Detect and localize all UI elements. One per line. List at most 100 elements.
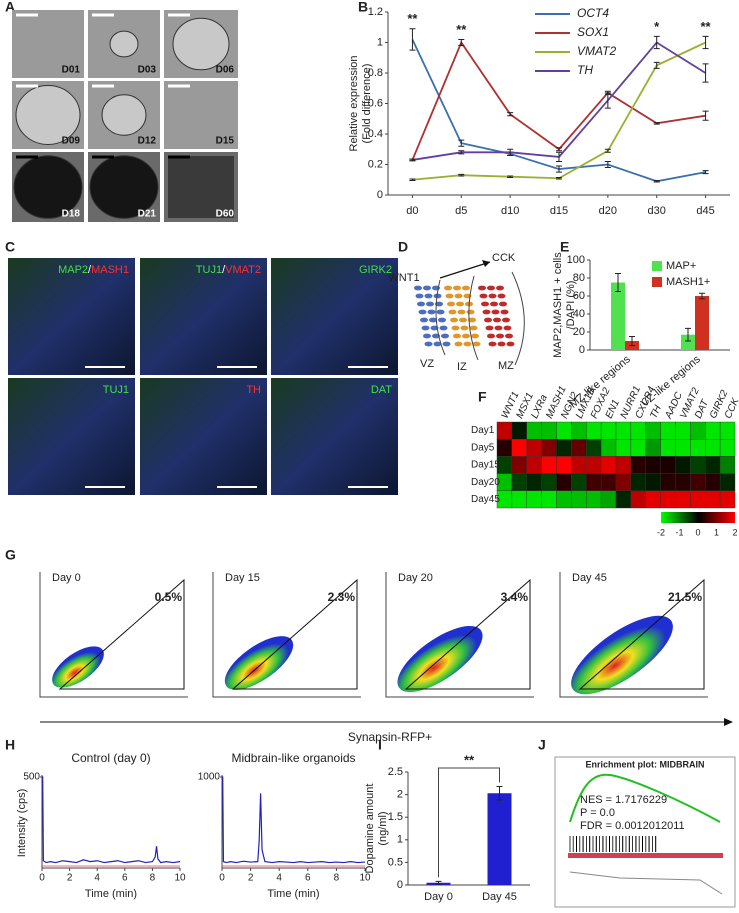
y-tick-label: 500 — [23, 772, 40, 783]
error-bar — [556, 165, 562, 173]
heatmap-cell — [719, 439, 736, 457]
legend-swatch — [652, 277, 662, 287]
error-bar — [556, 176, 562, 180]
heatmap-cell — [690, 456, 706, 474]
heatmap-cell — [526, 421, 542, 440]
x-axis-label: Synapsin-RFP+ — [348, 730, 432, 744]
cell — [484, 317, 492, 323]
cell — [459, 317, 467, 323]
stain-part: MAP2 — [58, 264, 88, 276]
x-tick-label: d45 — [696, 205, 714, 217]
gate-percent: 3.4% — [501, 590, 529, 604]
cell — [493, 317, 501, 323]
error-bar — [653, 122, 660, 125]
gate-percent: 2.3% — [328, 590, 356, 604]
heatmap-cell — [526, 490, 542, 509]
error-bar — [507, 175, 514, 178]
panel-label: D — [398, 239, 408, 255]
fluorescence-image — [8, 258, 135, 375]
row-label: Day20 — [471, 477, 500, 488]
image-label: D06 — [216, 65, 235, 76]
cell — [429, 317, 437, 323]
heatmap-cell — [675, 490, 691, 509]
x-tick-label: 8 — [334, 873, 340, 884]
heatmap-cell — [719, 490, 736, 509]
heatmap-cell — [600, 439, 617, 457]
legend-label: MAP+ — [666, 260, 696, 272]
error-bar — [507, 112, 514, 117]
zone-label: CCK — [492, 252, 516, 264]
statistic: NES = 1.7176229 — [580, 794, 667, 806]
density-cloud — [52, 646, 104, 688]
cell — [445, 293, 454, 299]
panel-label: C — [5, 239, 15, 255]
cell — [485, 325, 494, 331]
legend-swatch — [652, 261, 662, 271]
colorbar-tick-label: 2 — [732, 527, 737, 537]
stain-part: MASH1 — [91, 264, 129, 276]
heatmap-cell — [526, 456, 542, 474]
cell — [487, 285, 495, 291]
error-bar — [699, 292, 705, 300]
heatmap-cell — [690, 473, 706, 492]
heatmap-cell — [690, 421, 706, 440]
heatmap-cell — [600, 421, 617, 440]
error-bar — [702, 110, 709, 121]
y-tick-label: 40 — [573, 308, 585, 320]
chart-title: Midbrain-like organoids — [231, 751, 355, 765]
heatmap-cell — [571, 473, 587, 492]
organoid — [13, 155, 83, 219]
heatmap-cell — [556, 456, 572, 474]
cell — [444, 285, 452, 291]
y-tick-label: 1.5 — [388, 811, 403, 823]
heatmap-cell — [541, 439, 557, 457]
cell — [471, 333, 479, 339]
heatmap-cell — [556, 421, 572, 440]
y-tick-label: 2 — [397, 789, 403, 801]
x-tick-label: 6 — [122, 873, 128, 884]
significance: ** — [407, 11, 418, 26]
tissue — [168, 156, 234, 218]
axes — [41, 775, 180, 869]
heatmap-cell — [630, 490, 646, 509]
cell — [497, 341, 506, 347]
y-tick-label: 100 — [567, 254, 585, 266]
organoid — [109, 30, 139, 58]
x-tick-label: d0 — [406, 205, 418, 217]
colorbar-tick-label: 0 — [695, 527, 700, 537]
heatmap-cell — [600, 456, 617, 474]
x-tick-label: 2 — [67, 873, 73, 884]
legend-label: SOX1 — [577, 25, 609, 39]
image-label: D12 — [138, 136, 157, 147]
error-bar — [556, 147, 562, 152]
row-label: Day1 — [471, 425, 495, 436]
y-axis-label: Intensity (cps) — [16, 789, 28, 857]
heatmap-cell — [571, 421, 587, 440]
gate-percent: 21.5% — [668, 590, 702, 604]
chart-title: Enrichment plot: MIDBRAIN — [586, 759, 705, 769]
y-tick-label: 60 — [573, 290, 585, 302]
heatmap-cell — [571, 456, 587, 474]
heatmap-cell — [511, 456, 527, 474]
y-tick-label: 1 — [397, 834, 403, 846]
heatmap-cell — [586, 456, 602, 474]
stain-part: DAT — [371, 384, 392, 396]
cell — [418, 309, 427, 315]
significance: ** — [456, 22, 467, 37]
cell — [499, 301, 507, 307]
cell — [469, 325, 478, 331]
error-bar — [556, 151, 562, 162]
cell — [423, 285, 431, 291]
y-tick-label: 0.6 — [368, 97, 383, 109]
heatmap-cell — [615, 473, 632, 492]
image-label: D03 — [138, 65, 157, 76]
y-tick-label: 0 — [397, 879, 403, 891]
heatmap-cell — [511, 439, 527, 457]
legend-label: TH — [577, 63, 593, 77]
cell — [503, 325, 512, 331]
cell — [415, 293, 424, 299]
cell — [472, 341, 481, 347]
cell — [427, 309, 436, 315]
series-line — [411, 40, 706, 161]
